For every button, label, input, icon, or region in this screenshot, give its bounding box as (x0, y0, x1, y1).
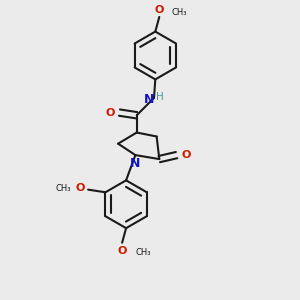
Text: CH₃: CH₃ (171, 8, 187, 17)
Text: O: O (154, 5, 164, 15)
Text: O: O (105, 108, 115, 118)
Text: H: H (156, 92, 164, 102)
Text: N: N (130, 157, 141, 170)
Text: O: O (117, 246, 127, 256)
Text: O: O (181, 150, 191, 160)
Text: CH₃: CH₃ (56, 184, 71, 193)
Text: O: O (76, 183, 85, 193)
Text: CH₃: CH₃ (135, 248, 151, 257)
Text: N: N (144, 93, 154, 106)
